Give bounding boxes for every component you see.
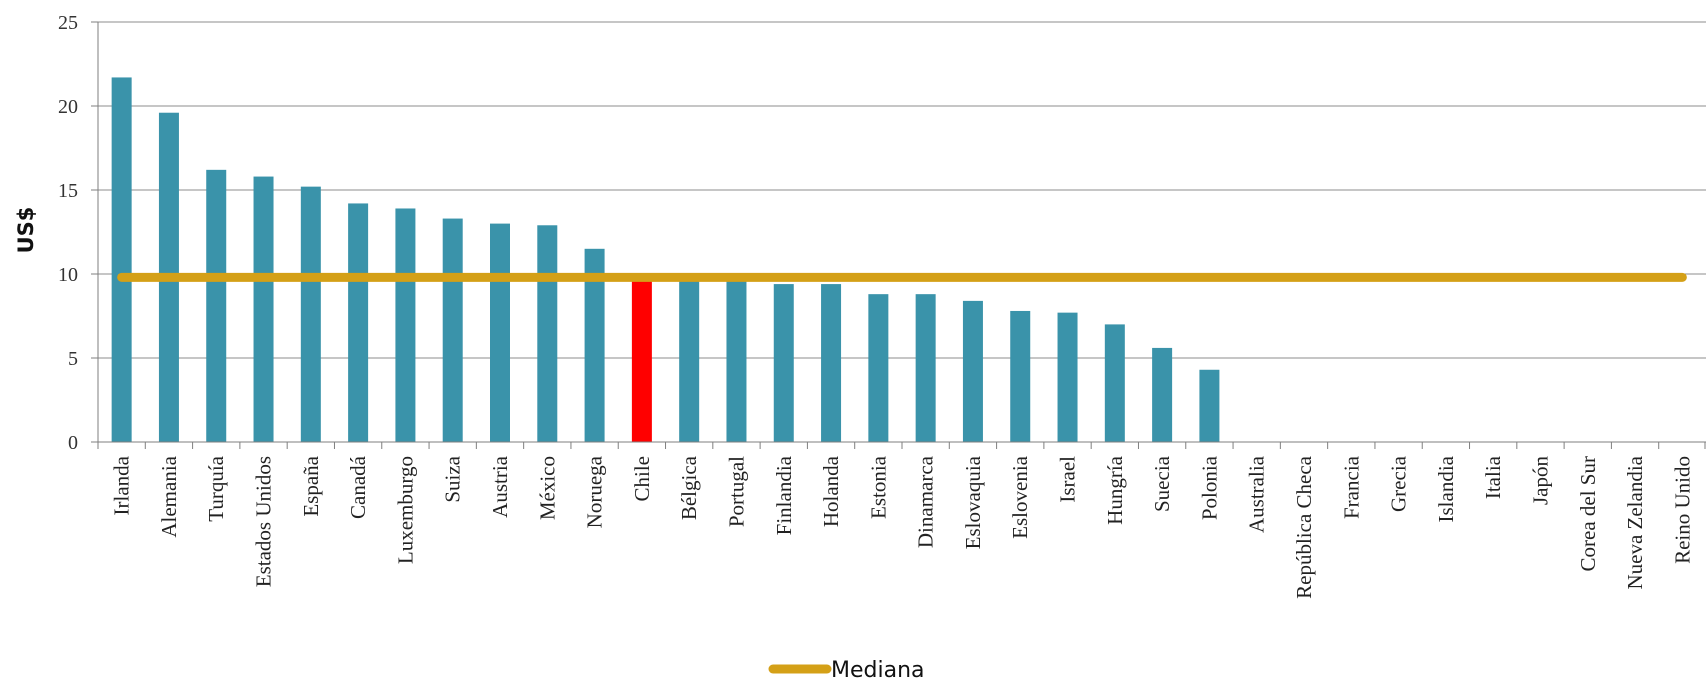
- bar-9: [537, 225, 558, 442]
- y-tick-label-0: 0: [68, 432, 78, 454]
- bar-6: [395, 208, 416, 442]
- x-axis: Irlanda Alemania Turquía Estados Unidos Espa…: [97, 441, 1706, 599]
- x-tick-label-31: Corea del Sur: [1576, 456, 1600, 571]
- x-tick-label-12: Bélgica: [677, 455, 701, 520]
- bar-15: [821, 284, 842, 442]
- bar-14: [773, 284, 794, 442]
- legend-label-mediana: Mediana: [831, 658, 925, 682]
- x-tick-label-11: Chile: [630, 456, 654, 502]
- y-tick-label-10: 10: [58, 264, 78, 286]
- bar-3: [253, 176, 274, 442]
- y-tick-label-15: 15: [58, 180, 78, 202]
- x-tick-label-17: Dinamarca: [914, 455, 938, 548]
- x-tick-label-14: Finlandia: [772, 455, 796, 535]
- bar-4: [300, 186, 321, 442]
- y-tick-label-5: 5: [68, 348, 78, 370]
- x-tick-label-5: Canadá: [346, 455, 370, 519]
- x-tick-label-6: Luxemburgo: [393, 456, 417, 564]
- bar-5: [348, 203, 369, 442]
- x-tick-label-8: Austria: [488, 455, 512, 518]
- x-tick-label-16: Estonia: [866, 455, 890, 519]
- y-tick-label-25: 25: [58, 12, 78, 34]
- bar-13: [726, 277, 747, 442]
- y-axis: 0 5 10 15 20 25: [58, 12, 99, 454]
- bars: [111, 77, 1220, 442]
- bar-22: [1152, 347, 1173, 442]
- x-tick-label-22: Suecia: [1150, 455, 1174, 512]
- bar-10: [584, 248, 605, 442]
- x-tick-label-23: Polonia: [1197, 455, 1221, 520]
- legend: Mediana: [768, 658, 925, 682]
- bar-11: [631, 277, 652, 442]
- x-tick-label-3: Estados Unidos: [252, 456, 276, 587]
- x-tick-label-15: Holanda: [819, 455, 843, 527]
- x-tick-label-2: Turquía: [204, 455, 228, 521]
- bar-19: [1010, 310, 1031, 442]
- x-tick-label-28: Islandia: [1434, 455, 1458, 522]
- x-tick-label-24: Australia: [1245, 455, 1269, 533]
- bar-18: [962, 300, 983, 442]
- x-tick-label-33: Reino Unido: [1670, 456, 1694, 564]
- x-tick-label-19: Eslovenia: [1008, 455, 1032, 538]
- bar-8: [490, 223, 510, 442]
- x-tick-label-29: Italia: [1481, 455, 1505, 499]
- y-axis-title: US$: [14, 207, 38, 254]
- bar-20: [1057, 312, 1078, 442]
- x-tick-label-7: Suiza: [441, 455, 465, 502]
- x-tick-label-27: Grecia: [1387, 455, 1411, 512]
- bar-2: [206, 169, 227, 442]
- x-tick-label-26: Francia: [1339, 455, 1363, 519]
- bar-23: [1199, 369, 1220, 442]
- x-tick-label-13: Portugal: [724, 456, 748, 527]
- x-tick-label-18: Eslovaquia: [961, 455, 985, 549]
- bar-12: [679, 277, 700, 442]
- bar-21: [1104, 324, 1125, 442]
- bar-0: [111, 77, 132, 442]
- x-tick-label-25: República Checa: [1292, 455, 1316, 599]
- x-tick-label-32: Nueva Zelandia: [1623, 455, 1647, 589]
- x-tick-label-1: Alemania: [157, 455, 181, 537]
- x-tick-label-20: Israel: [1056, 456, 1080, 503]
- x-tick-label-30: Japón: [1528, 456, 1552, 505]
- bar-16: [868, 294, 889, 442]
- gridlines: [98, 21, 1706, 359]
- x-tick-label-0: Irlanda: [110, 455, 134, 515]
- y-tick-label-20: 20: [58, 96, 78, 118]
- bar-17: [915, 294, 936, 442]
- x-tick-label-4: España: [299, 455, 323, 516]
- x-tick-label-9: México: [535, 456, 559, 520]
- x-tick-label-10: Noruega: [583, 455, 607, 528]
- x-tick-label-21: Hungría: [1103, 455, 1127, 524]
- bar-7: [442, 218, 463, 442]
